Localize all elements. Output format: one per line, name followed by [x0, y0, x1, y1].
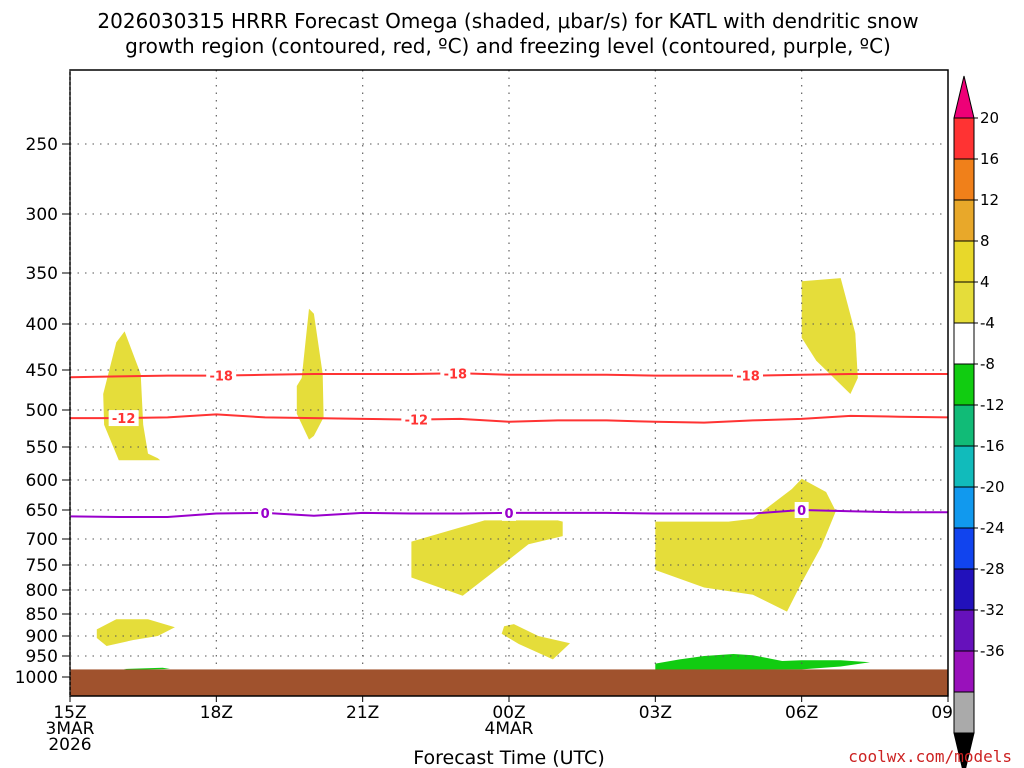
contour-label: -18: [209, 370, 233, 385]
colorbar-swatch: [953, 240, 975, 283]
omega-shading-layer: [96, 278, 870, 670]
colorbar-swatch: [953, 363, 975, 406]
contour-layer: -18 -18 -18 -12 -12 0 0 0: [69, 365, 949, 522]
contour-label-bg: [502, 504, 516, 521]
contour-label: -18: [736, 370, 760, 385]
x-tick-date-label: 4MAR: [485, 719, 534, 739]
colorbar-swatch: [953, 527, 975, 570]
colorbar-swatch: [953, 445, 975, 488]
colorbar-tick-label: -16: [980, 437, 1005, 455]
y-tick-label: 600: [26, 471, 58, 491]
x-axis-label: Forecast Time (UTC): [413, 747, 604, 768]
colorbar-tick-label: 20: [980, 109, 999, 127]
y-tick-label: 850: [26, 605, 58, 625]
colorbar-bottom-arrow: [953, 732, 975, 768]
plot-background: [70, 70, 948, 696]
colorbar-swatch: [953, 568, 975, 611]
colorbar-tick-label: -20: [980, 478, 1005, 496]
colorbar-tick-label: -12: [980, 396, 1005, 414]
x-tick-date-label: 2026: [48, 735, 91, 755]
contour-label-bg: [108, 410, 139, 427]
colorbar-tick-label: 8: [980, 232, 990, 250]
y-tick-label: 750: [26, 556, 58, 576]
y-tick-label: 450: [26, 361, 58, 381]
x-tick-label: 18Z: [200, 703, 233, 723]
y-tick-label: 800: [26, 581, 58, 601]
y-tick-label: 950: [26, 647, 58, 667]
colorbar-tick-label: 16: [980, 150, 999, 168]
contour-label-bg: [440, 365, 471, 382]
colorbar-swatch: [953, 691, 975, 734]
colorbar-tick-label: 12: [980, 191, 999, 209]
colorbar-tick-label: -4: [980, 314, 995, 332]
y-tick-label: 300: [26, 205, 58, 225]
contour-label-bg: [258, 504, 273, 521]
contour-label-bg: [733, 367, 764, 384]
y-tick-label: 350: [26, 264, 58, 284]
x-tick-label: 03Z: [639, 703, 672, 723]
colorbar-tick-label: -32: [980, 601, 1005, 619]
contour-label: 0: [504, 507, 513, 522]
x-tick-label: 06Z: [785, 703, 818, 723]
omega-region-8: [655, 654, 870, 670]
colorbar-tick-label: -24: [980, 519, 1005, 537]
contour-label: -12: [112, 412, 136, 427]
x-tick-label: 21Z: [346, 703, 379, 723]
colorbar: 20 16 12 8 4 -4 -8 -12 -16 -20 -24 -28 -32 -36: [953, 75, 1005, 768]
y-tick-label: 650: [26, 501, 58, 521]
y-tick-label: 250: [26, 135, 58, 155]
contour-line-2: [70, 413, 949, 424]
colorbar-swatch: [953, 281, 975, 324]
omega-region-9: [123, 667, 170, 670]
contour-label-bg: [794, 502, 809, 518]
omega-region-4: [96, 619, 175, 646]
omega-region-7: [655, 478, 836, 612]
colorbar-swatch: [953, 322, 975, 365]
colorbar-swatch: [953, 650, 975, 693]
x-tick-label: 15Z: [53, 703, 86, 723]
contour-label: 0: [797, 504, 806, 519]
contour-label: 0: [261, 507, 270, 522]
plot-area: [70, 70, 948, 696]
y-tick-label: 550: [26, 438, 58, 458]
ground-layer: [70, 669, 948, 696]
contour-label-bg: [401, 411, 432, 428]
colorbar-swatch: [953, 404, 975, 447]
chart-title-line-2: growth region (contoured, red, ºC) and f…: [125, 34, 891, 58]
y-tick-label: 700: [26, 530, 58, 550]
credit-link[interactable]: coolwx.com/models: [848, 747, 1012, 766]
colorbar-tick-label: 4: [980, 273, 990, 291]
chart-title-line-1: 2026030315 HRRR Forecast Omega (shaded, …: [97, 9, 918, 33]
colorbar-swatch: [953, 158, 975, 201]
chart-title: 2026030315 HRRR Forecast Omega (shaded, …: [97, 9, 918, 58]
contour-label: -18: [444, 367, 468, 382]
ground-terrain: [70, 669, 948, 696]
colorbar-top-arrow: [953, 75, 975, 119]
colorbar-swatch: [953, 199, 975, 242]
x-tick-label: 00Z: [492, 703, 525, 723]
y-tick-label: 1000: [15, 668, 58, 688]
omega-region-3: [801, 278, 858, 394]
colorbar-swatch: [953, 486, 975, 529]
colorbar-swatch: [953, 609, 975, 652]
colorbar-tick-label: -8: [980, 355, 995, 373]
x-tick-date-label: 3MAR: [46, 719, 95, 739]
y-tick-label: 500: [26, 401, 58, 421]
omega-region-5: [411, 520, 563, 596]
contour-label-bg: [206, 367, 237, 384]
omega-region-1: [103, 331, 161, 461]
y-tick-label: 400: [26, 315, 58, 335]
y-tick-label: 900: [26, 627, 58, 647]
contour-label: -12: [405, 414, 429, 429]
y-axis: 2503003504004505005506006507007508008509…: [15, 135, 70, 688]
omega-region-6: [501, 624, 570, 660]
colorbar-tick-label: -36: [980, 642, 1005, 660]
colorbar-swatch: [953, 117, 975, 160]
colorbar-tick-label: -28: [980, 560, 1005, 578]
